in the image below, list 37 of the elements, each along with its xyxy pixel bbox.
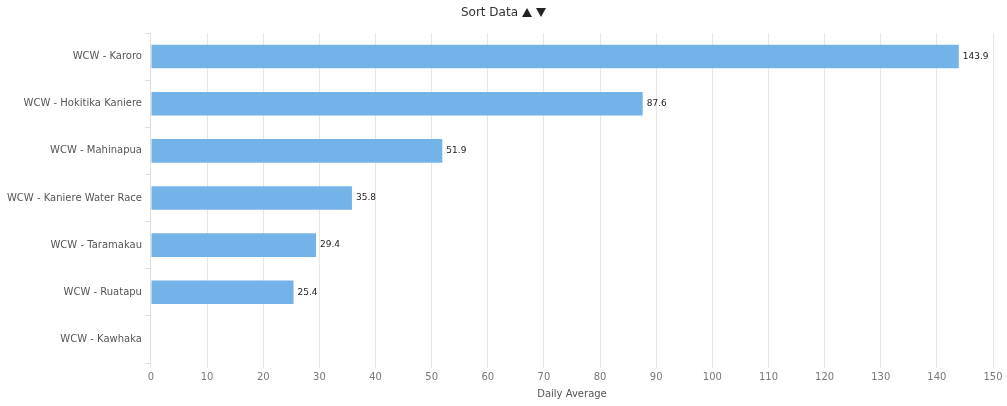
x-tick-label: 50 — [425, 370, 439, 382]
x-tick-label: 120 — [815, 370, 835, 382]
y-tick-label: WCW - Ruatapu — [63, 285, 142, 297]
bar — [151, 280, 294, 305]
data-label: 35.8 — [355, 192, 377, 203]
y-tick-label: WCW - Hokitika Kaniere — [23, 97, 142, 109]
x-tick-label: 70 — [537, 370, 551, 382]
data-label: 25.4 — [297, 286, 318, 297]
y-tick-label: WCW - Taramakau — [50, 238, 142, 250]
bar — [151, 91, 643, 116]
x-tick-label: 90 — [649, 370, 663, 382]
x-tick-label: 20 — [256, 370, 270, 382]
chart-title: Sort Data — [460, 5, 519, 19]
data-label: 143.9 — [962, 50, 989, 61]
bar — [151, 186, 352, 210]
x-tick-label: 30 — [313, 370, 326, 382]
bar — [151, 44, 959, 69]
y-tick-label: WCW - Kaniere Water Race — [6, 191, 142, 203]
x-tick-label: 60 — [481, 370, 495, 382]
x-tick-label: 110 — [758, 370, 779, 382]
data-label: 51.9 — [446, 145, 467, 156]
data-label: 29.4 — [320, 239, 341, 250]
x-tick-label: 40 — [369, 370, 382, 382]
x-tick-label: 80 — [593, 370, 607, 382]
bar — [151, 139, 443, 163]
x-tick-label: 150 — [983, 370, 1003, 382]
y-tick-label: WCW - Kawhaka — [60, 333, 142, 345]
x-tick-label: 10 — [200, 370, 214, 382]
bar — [151, 233, 317, 257]
x-tick-label: 100 — [702, 370, 722, 382]
data-label: 87.6 — [646, 98, 668, 109]
x-tick-label: 140 — [927, 370, 947, 382]
x-tick-label: 130 — [871, 370, 891, 382]
x-axis-title: Daily Average — [537, 387, 607, 399]
y-tick-label: WCW - Karoro — [72, 50, 142, 62]
x-tick-label: 0 — [147, 370, 155, 382]
y-tick-label: WCW - Mahinapua — [50, 144, 142, 156]
